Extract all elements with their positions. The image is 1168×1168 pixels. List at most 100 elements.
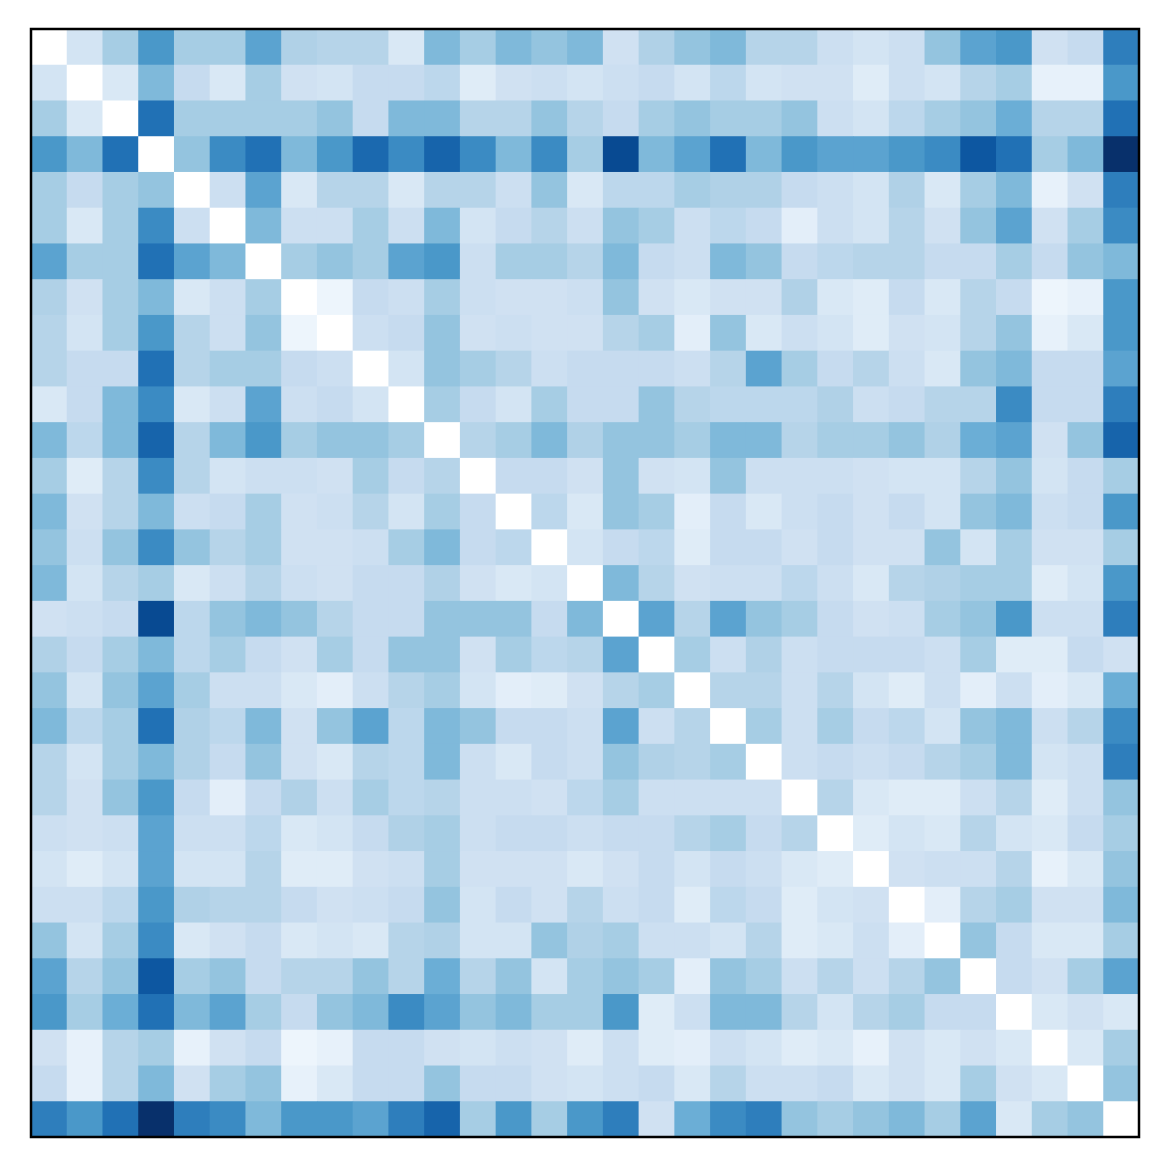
heatmap-cell-r30-c15 [567,1101,604,1138]
heatmap-cell-r4-c5 [209,171,247,209]
heatmap-cell-r16-c4 [173,600,211,638]
heatmap-cell-r29-c2 [102,1065,139,1102]
heatmap-cell-r8-c25 [924,314,961,352]
heatmap-cell-r9-c24 [888,350,926,388]
heatmap-cell-r28-c11 [424,1029,461,1067]
heatmap-cell-r15-c8 [316,565,354,602]
heatmap-cell-r5-c24 [888,207,926,245]
heatmap-cell-r14-c5 [209,529,247,566]
heatmap-cell-r23-c16 [602,851,640,888]
heatmap-cell-r11-c9 [352,422,390,459]
heatmap-cell-r25-c29 [1067,922,1104,959]
heatmap-cell-r7-c23 [853,279,890,316]
heatmap-cell-r13-c5 [209,493,247,530]
heatmap-cell-r2-c25 [924,100,961,137]
heatmap-cell-r15-c5 [209,565,247,602]
heatmap-cell-r7-c7 [281,279,318,316]
heatmap-cell-r0-c1 [66,29,104,66]
heatmap-cell-r27-c22 [817,994,854,1031]
heatmap-cell-r14-c10 [388,529,425,566]
heatmap-cell-r4-c7 [281,171,318,209]
heatmap-cell-r27-c30 [1103,994,1140,1031]
heatmap-cell-r20-c5 [209,743,247,781]
heatmap-cell-r1-c7 [281,64,318,102]
heatmap-cell-r6-c0 [31,243,68,280]
heatmap-cell-r13-c0 [31,493,68,530]
heatmap-cell-r30-c22 [817,1101,854,1138]
heatmap-cell-r5-c4 [173,207,211,245]
heatmap-cell-r25-c12 [459,922,497,959]
heatmap-cell-r1-c21 [781,64,818,102]
heatmap-cell-r12-c24 [888,457,926,495]
heatmap-cell-r2-c18 [674,100,711,137]
heatmap-cell-r8-c5 [209,314,247,352]
heatmap-cell-r15-c13 [495,565,532,602]
heatmap-cell-r23-c4 [173,851,211,888]
heatmap-cell-r28-c20 [745,1029,783,1067]
heatmap-cell-r11-c7 [281,422,318,459]
heatmap-cell-r27-c9 [352,994,390,1031]
heatmap-cell-r20-c20 [745,743,783,781]
heatmap-cell-r24-c25 [924,886,961,924]
heatmap-cells [31,29,1140,1138]
heatmap-cell-r15-c20 [745,565,783,602]
heatmap-cell-r23-c28 [1031,851,1069,888]
heatmap-cell-r12-c2 [102,457,139,495]
heatmap-cell-r25-c25 [924,922,961,959]
heatmap-cell-r6-c5 [209,243,247,280]
heatmap-cell-r28-c8 [316,1029,354,1067]
heatmap-cell-r0-c26 [960,29,997,66]
heatmap-cell-r24-c28 [1031,886,1069,924]
heatmap-cell-r9-c27 [996,350,1033,388]
heatmap-cell-r12-c15 [567,457,604,495]
heatmap-cell-r4-c16 [602,171,640,209]
heatmap-cell-r16-c11 [424,600,461,638]
heatmap-cell-r17-c12 [459,636,497,673]
heatmap-cell-r25-c19 [710,922,747,959]
heatmap-cell-r5-c15 [567,207,604,245]
heatmap-cell-r29-c3 [138,1065,175,1102]
heatmap-cell-r30-c17 [638,1101,675,1138]
heatmap-cell-r11-c6 [245,422,282,459]
heatmap-cell-r21-c13 [495,779,532,816]
heatmap-cell-r26-c6 [245,958,282,995]
heatmap-cell-r15-c3 [138,565,175,602]
heatmap-cell-r23-c23 [853,851,890,888]
heatmap-cell-r3-c18 [674,136,711,173]
heatmap-cell-r26-c15 [567,958,604,995]
heatmap-cell-r10-c3 [138,386,175,423]
heatmap-cell-r24-c15 [567,886,604,924]
heatmap-cell-r25-c10 [388,922,425,959]
heatmap-cell-r22-c26 [960,815,997,852]
heatmap-cell-r0-c16 [602,29,640,66]
heatmap-cell-r7-c1 [66,279,104,316]
heatmap-cell-r29-c6 [245,1065,282,1102]
heatmap-cell-r4-c2 [102,171,139,209]
heatmap-cell-r21-c2 [102,779,139,816]
heatmap-cell-r7-c11 [424,279,461,316]
heatmap-cell-r11-c21 [781,422,818,459]
heatmap-cell-r9-c2 [102,350,139,388]
heatmap-cell-r16-c8 [316,600,354,638]
heatmap-cell-r16-c24 [888,600,926,638]
heatmap-cell-r0-c30 [1103,29,1140,66]
heatmap-cell-r4-c10 [388,171,425,209]
heatmap-cell-r6-c16 [602,243,640,280]
heatmap-cell-r25-c5 [209,922,247,959]
heatmap-cell-r10-c16 [602,386,640,423]
heatmap-cell-r20-c12 [459,743,497,781]
heatmap-cell-r19-c23 [853,708,890,745]
heatmap-cell-r0-c10 [388,29,425,66]
heatmap-cell-r0-c12 [459,29,497,66]
heatmap-cell-r29-c30 [1103,1065,1140,1102]
heatmap-cell-r4-c19 [710,171,747,209]
heatmap-cell-r13-c28 [1031,493,1069,530]
heatmap-cell-r9-c9 [352,350,390,388]
heatmap-cell-r11-c28 [1031,422,1069,459]
heatmap-cell-r27-c17 [638,994,675,1031]
heatmap-cell-r26-c12 [459,958,497,995]
heatmap-cell-r26-c9 [352,958,390,995]
heatmap-cell-r16-c0 [31,600,68,638]
heatmap-cell-r30-c0 [31,1101,68,1138]
heatmap-cell-r7-c3 [138,279,175,316]
